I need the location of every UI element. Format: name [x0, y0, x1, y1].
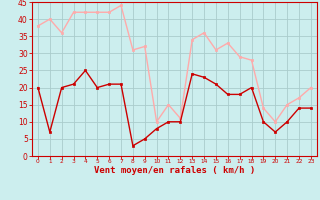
X-axis label: Vent moyen/en rafales ( km/h ): Vent moyen/en rafales ( km/h ): [94, 166, 255, 175]
